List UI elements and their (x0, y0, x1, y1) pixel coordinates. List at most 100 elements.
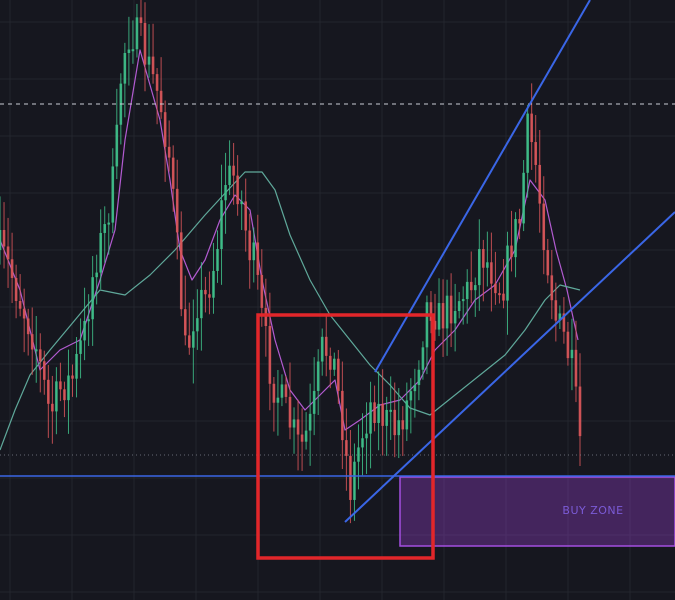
buy-zone-label: BUY ZONE (562, 504, 623, 517)
horizontal-levels (0, 103, 675, 477)
candle-body (361, 438, 364, 448)
candle-body (498, 293, 501, 296)
candle-body (204, 289, 207, 295)
candle-body (224, 185, 227, 201)
candle-body (574, 349, 578, 387)
candle-body (328, 355, 332, 370)
candle-body (486, 262, 489, 268)
candle-body (365, 433, 368, 439)
candle-body (292, 419, 296, 428)
candle-body (518, 219, 521, 224)
candle-body (196, 318, 199, 332)
candle-body (75, 353, 78, 379)
candle-body (578, 386, 582, 437)
candle-body (506, 245, 509, 301)
candle-body (473, 285, 477, 291)
candle-body (131, 49, 135, 52)
candle-body (502, 293, 505, 301)
candle-body (538, 164, 542, 204)
candle-body (288, 396, 292, 428)
candle-body (373, 402, 376, 423)
candle-body (192, 331, 195, 348)
candle-body (333, 358, 336, 370)
candle-body (151, 56, 155, 75)
candle-body (393, 409, 397, 436)
candle-body (461, 299, 465, 302)
candle-body (401, 420, 405, 430)
candle-body (51, 403, 54, 412)
trendline-1 (374, 0, 591, 373)
candle-body (103, 224, 107, 233)
candlestick-series (0, 0, 582, 524)
candle-body (413, 384, 417, 392)
candle-body (91, 277, 94, 320)
candle-body (260, 274, 264, 308)
candle-body (208, 294, 211, 298)
candle-body (510, 245, 513, 258)
candle-body (304, 430, 308, 442)
candle-body (38, 349, 42, 362)
candle-body (99, 232, 102, 273)
candle-body (296, 419, 300, 435)
trendline-2 (344, 211, 675, 523)
candle-body (369, 402, 372, 434)
candle-body (95, 272, 98, 278)
candle-body (389, 409, 392, 412)
candle-body (341, 390, 344, 441)
candle-body (6, 246, 10, 260)
candle-body (248, 230, 252, 261)
candle-body (357, 447, 360, 462)
candle-body (135, 17, 139, 50)
candle-body (490, 262, 493, 284)
candle-body (232, 165, 235, 176)
candle-body (514, 219, 517, 258)
candle-body (79, 340, 82, 354)
candle-body (115, 124, 119, 167)
candle-body (200, 289, 203, 319)
candle-body (212, 270, 215, 298)
candle-body (482, 249, 485, 268)
candle-body (67, 375, 70, 401)
candle-body (123, 52, 127, 84)
candle-body (276, 397, 280, 403)
candle-body (337, 358, 340, 391)
candle-body (522, 172, 525, 224)
candle-body (63, 389, 66, 401)
candle-body (22, 308, 26, 319)
candle-body (284, 384, 288, 397)
candle-body (421, 347, 425, 370)
candle-body (300, 434, 304, 442)
candle-body (71, 375, 74, 379)
candle-body (216, 249, 219, 271)
candle-body (83, 320, 86, 341)
candle-body (280, 384, 284, 398)
candle-body (163, 112, 167, 147)
candle-body (167, 146, 171, 158)
candle-body (353, 461, 356, 500)
candle-body (87, 319, 90, 322)
buy-zone-area (399, 476, 675, 547)
candle-body (453, 311, 457, 324)
candle-body (405, 400, 409, 430)
buy-zone-rect (399, 476, 675, 547)
candle-body (147, 56, 151, 65)
candle-body (449, 295, 453, 324)
candle-body (349, 455, 352, 500)
candle-body (236, 175, 239, 205)
candle-body (457, 301, 461, 312)
candle-body (550, 275, 554, 301)
candle-body (252, 242, 256, 261)
candle-body (526, 113, 529, 173)
candle-body (558, 313, 562, 321)
candle-body (240, 201, 243, 205)
candle-body (566, 331, 570, 359)
candle-body (139, 17, 143, 23)
candle-body (179, 232, 183, 310)
candle-body (159, 90, 163, 113)
candle-body (10, 259, 14, 278)
candle-body (429, 302, 433, 321)
candle-body (47, 379, 50, 404)
candle-body (272, 383, 276, 403)
candle-body (530, 113, 533, 143)
